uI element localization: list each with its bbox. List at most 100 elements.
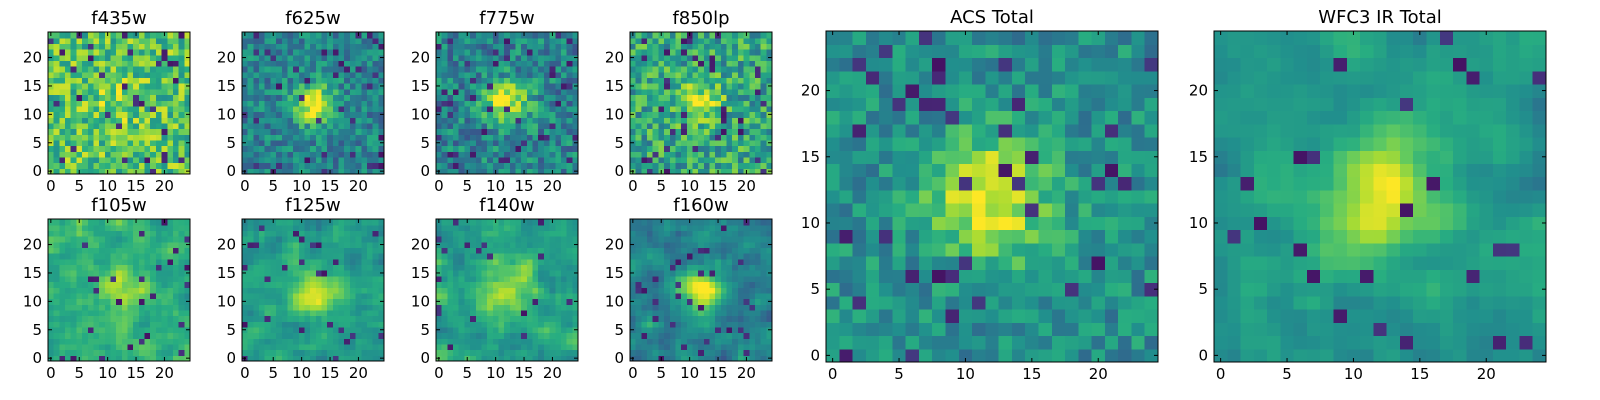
heatmap-cell [560, 247, 568, 254]
heatmap-cell [110, 224, 117, 231]
heatmap-cell [259, 292, 266, 300]
heatmap-cell [242, 122, 249, 130]
heatmap-cell [532, 247, 539, 254]
heatmap-cell [526, 145, 534, 152]
heatmap-cell [436, 332, 443, 339]
heatmap-cell [560, 355, 568, 362]
y-tick-label: 20 [605, 49, 624, 67]
heatmap-cell [53, 219, 60, 226]
heatmap-cell [59, 230, 66, 237]
heatmap-cell [436, 94, 443, 101]
heatmap-cell [253, 241, 260, 248]
heatmap-cell [259, 151, 266, 158]
heatmap-cell [53, 338, 60, 345]
heatmap-cell [93, 32, 100, 39]
heatmap-cell [572, 66, 579, 73]
heatmap-cell [703, 168, 711, 175]
heatmap-cell [441, 326, 448, 334]
heatmap-cell [560, 139, 568, 147]
heatmap-cell [470, 151, 477, 158]
heatmap-cell [247, 117, 254, 124]
heatmap-cell [492, 60, 500, 67]
heatmap-cell [355, 236, 362, 243]
heatmap-cell [293, 60, 300, 67]
heatmap-cell [127, 304, 134, 311]
heatmap-cell [492, 230, 500, 237]
heatmap-cell [436, 105, 443, 113]
heatmap-cell [133, 292, 140, 300]
heatmap-cell [70, 298, 77, 305]
heatmap-cell [743, 94, 750, 101]
heatmap-cell [464, 304, 471, 311]
heatmap-cell [138, 315, 146, 322]
heatmap-cell [172, 88, 180, 96]
heatmap-cell [378, 343, 385, 351]
heatmap-cell [87, 281, 95, 288]
heatmap-cell [743, 332, 750, 339]
heatmap-cell [344, 230, 351, 237]
heatmap-cell [658, 321, 665, 328]
heatmap-cell [658, 111, 665, 118]
heatmap-cell [749, 304, 756, 311]
heatmap-cell [99, 287, 106, 294]
heatmap-cell [287, 224, 294, 231]
heatmap-cell [264, 168, 271, 175]
heatmap-cell [321, 105, 328, 113]
heatmap-cell [487, 145, 494, 152]
heatmap-cell [509, 236, 517, 243]
heatmap-cell [641, 309, 648, 317]
heatmap-cell [355, 230, 362, 237]
heatmap-cell [315, 168, 323, 175]
heatmap-cell [133, 321, 140, 328]
heatmap-cell [720, 66, 728, 73]
heatmap-cell [703, 94, 711, 101]
heatmap-cell [458, 247, 465, 254]
heatmap-cell [344, 32, 351, 39]
heatmap-cell [150, 287, 157, 294]
heatmap-cell [521, 54, 528, 61]
heatmap-cell [521, 258, 528, 266]
heatmap-cell [378, 247, 385, 254]
heatmap-cell [555, 162, 562, 169]
heatmap-cell [509, 145, 517, 152]
heatmap-cell [155, 60, 163, 67]
heatmap-cell [555, 168, 562, 175]
heatmap-cell [509, 219, 517, 226]
heatmap-cell [720, 139, 728, 147]
heatmap-cell [692, 139, 699, 147]
heatmap-cell [355, 151, 362, 158]
heatmap-cell [726, 287, 733, 294]
heatmap-cell [664, 315, 671, 322]
heatmap-cell [76, 241, 83, 248]
heatmap-cell [355, 128, 362, 135]
heatmap-cell [161, 128, 168, 135]
heatmap-cell [543, 88, 551, 96]
heatmap-cell [76, 60, 83, 67]
heatmap-cell [549, 224, 556, 231]
heatmap-cell [184, 128, 191, 135]
heatmap-cell [327, 145, 334, 152]
heatmap-cell [155, 253, 163, 260]
heatmap-cell [144, 321, 151, 328]
heatmap-cell [276, 83, 283, 90]
heatmap-cell [298, 258, 306, 266]
heatmap-cell [293, 219, 300, 226]
heatmap-cell [172, 94, 180, 101]
heatmap-cell [161, 151, 168, 158]
heatmap-cell [521, 241, 528, 248]
heatmap-cell [698, 332, 705, 339]
heatmap-cell [167, 94, 174, 101]
heatmap-cell [453, 151, 460, 158]
heatmap-cell [366, 219, 374, 226]
heatmap-cell [709, 94, 716, 101]
heatmap-cell [59, 281, 66, 288]
heatmap-cell [458, 321, 465, 328]
heatmap-cell [259, 105, 266, 113]
heatmap-cell [178, 321, 185, 328]
heatmap-cell [155, 230, 163, 237]
heatmap-cell [99, 145, 106, 152]
heatmap-cell [447, 315, 454, 322]
heatmap-cell [344, 281, 351, 288]
heatmap-cell [247, 100, 254, 107]
heatmap-cell [560, 128, 568, 135]
